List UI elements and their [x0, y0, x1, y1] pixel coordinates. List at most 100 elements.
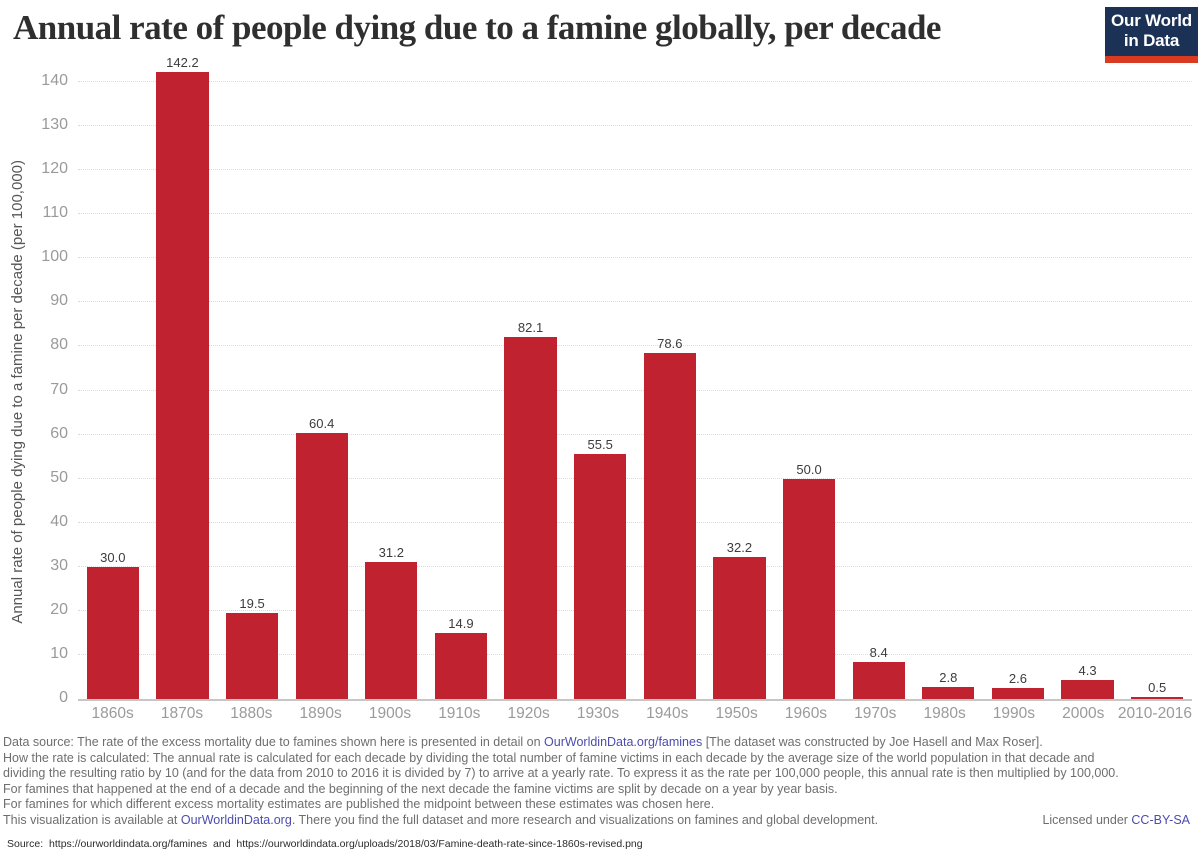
bar-value-1960s: 50.0 — [796, 461, 822, 477]
bar-1860s — [86, 566, 139, 699]
bar-1930s — [574, 454, 627, 699]
bar-2000s — [1061, 680, 1114, 699]
bar-slot-1970s: 8.4 — [844, 60, 914, 699]
bar-1880s — [225, 613, 279, 699]
bar-slot-1880s: 19.5 — [217, 60, 287, 699]
footer-line-4: For famines that happened at the end of … — [3, 781, 838, 796]
x-label-2010-2016: 2010-2016 — [1117, 705, 1193, 722]
gridline-60: 60 — [50, 425, 1192, 442]
bar-1920s — [504, 337, 557, 699]
y-tick-100: 100 — [41, 248, 68, 266]
y-axis-title-column: Annual rate of people dying due to a fam… — [0, 60, 34, 723]
y-tick-90: 90 — [50, 292, 68, 310]
bar-value-1980s: 2.8 — [939, 669, 958, 685]
gridline-120: 120 — [41, 160, 1192, 177]
bar-slot-1870s: 142.2 — [148, 55, 218, 699]
y-tick-0: 0 — [59, 689, 68, 707]
x-label-1870s: 1870s — [160, 705, 204, 722]
footer-line-6-post: . There you find the full dataset and mo… — [291, 812, 879, 827]
y-tick-110: 110 — [42, 204, 68, 222]
owid-logo-line2: in Data — [1123, 31, 1180, 50]
x-label-1960s: 1960s — [784, 705, 828, 722]
gridline-20: 20 — [50, 601, 1192, 618]
bar-value-1920s: 82.1 — [517, 320, 544, 336]
famines-dataset-link[interactable]: OurWorldinData.org/famines — [544, 735, 703, 749]
footer-line-1: Data source: The rate of the excess mort… — [3, 735, 1190, 751]
y-tick-50: 50 — [50, 468, 68, 486]
bar-value-1940s: 78.6 — [657, 335, 683, 351]
bar-slot-2010-2016: 0.5 — [1122, 60, 1192, 699]
bar-slot-1980s: 2.8 — [914, 60, 984, 699]
bar-1900s — [365, 561, 418, 699]
gridline-40: 40 — [50, 513, 1192, 530]
bar-value-1900s: 31.2 — [378, 544, 404, 560]
y-tick-140: 140 — [41, 72, 68, 90]
gridline-140: 140 — [41, 72, 1192, 89]
cc-by-sa-link[interactable]: CC-BY-SA — [1131, 812, 1190, 827]
bar-slot-1860s: 30.0 — [78, 60, 148, 699]
gridline-70: 70 — [50, 381, 1192, 398]
bar-value-1990s: 2.6 — [1008, 670, 1027, 686]
bar-1980s — [922, 686, 975, 699]
bar-slot-1910s: 14.9 — [426, 60, 496, 699]
y-tick-120: 120 — [41, 160, 68, 178]
y-tick-10: 10 — [50, 645, 68, 663]
bar-2010-2016 — [1131, 696, 1184, 699]
owid-logo-line1: Our World — [1111, 11, 1192, 30]
bar-value-2000s: 4.3 — [1078, 663, 1097, 679]
x-label-1970s: 1970s — [854, 705, 897, 722]
footer-line-1-post: [The dataset was constructed by Joe Hase… — [702, 735, 1043, 749]
bar-slot-1890s: 60.4 — [287, 60, 357, 699]
plot-column: 0 10 20 30 40 50 60 70 80 90 100 110 120 130 140 30.0 14… — [34, 55, 1193, 723]
x-label-1900s: 1900s — [368, 705, 412, 722]
bar-1990s — [991, 687, 1045, 699]
bar-1910s — [434, 633, 488, 699]
gridline-30: 30 — [50, 557, 1192, 574]
x-label-2000s: 2000s — [1062, 705, 1105, 722]
license-note: Licensed under CC-BY-SA — [1042, 813, 1190, 829]
y-axis-title: Annual rate of people dying due to a fam… — [8, 159, 26, 624]
bar-1950s — [713, 557, 766, 699]
x-label-1860s: 1860s — [91, 705, 134, 722]
gridline-50: 50 — [50, 469, 1192, 486]
bar-value-1890s: 60.4 — [309, 415, 335, 431]
y-tick-40: 40 — [50, 512, 68, 530]
bar-value-1870s: 142.2 — [166, 55, 199, 71]
footer-line-6: This visualization is available at OurWo… — [3, 813, 1190, 829]
x-label-1990s: 1990s — [992, 705, 1036, 722]
bar-slot-1950s: 32.2 — [705, 60, 775, 699]
bar-slot-1960s: 50.0 — [774, 60, 844, 699]
bar-slot-2000s: 4.3 — [1053, 60, 1123, 699]
footer-visualization-note: This visualization is available at OurWo… — [3, 813, 878, 829]
gridline-80: 80 — [50, 337, 1192, 354]
bar-chart: Annual rate of people dying due to a fam… — [0, 55, 1200, 723]
bar-1960s — [782, 478, 836, 699]
x-label-1950s: 1950s — [715, 705, 758, 722]
y-tick-30: 30 — [50, 556, 68, 574]
y-tick-130: 130 — [41, 116, 68, 134]
x-label-1980s: 1980s — [923, 705, 966, 722]
footer-line-5: For famines for which different excess m… — [3, 797, 715, 811]
bar-value-1950s: 32.2 — [726, 540, 753, 556]
bar-1890s — [295, 432, 348, 699]
gridline-90: 90 — [50, 292, 1192, 309]
owid-logo-stripe — [1105, 56, 1198, 63]
footer-line-3: dividing the resulting ratio by 10 (and … — [3, 766, 1119, 780]
owid-home-link[interactable]: OurWorldinData.org — [180, 812, 292, 827]
bar-1940s — [643, 352, 696, 699]
owid-logo: Our World in Data — [1105, 7, 1198, 63]
bar-value-1970s: 8.4 — [869, 644, 888, 660]
y-tick-70: 70 — [50, 380, 68, 398]
gridline-100: 100 — [41, 248, 1192, 265]
bar-slot-1920s: 82.1 — [496, 60, 566, 699]
x-label-1920s: 1920s — [507, 705, 550, 722]
source-line: Source: https://ourworldindata.org/famin… — [7, 838, 643, 850]
bar-value-1910s: 14.9 — [448, 616, 474, 632]
owid-logo-text: Our World in Data — [1105, 7, 1198, 56]
header: Annual rate of people dying due to a fam… — [0, 0, 1200, 63]
bar-slot-1940s: 78.6 — [635, 60, 705, 699]
footer-line-6-pre: This visualization is available at — [3, 812, 181, 827]
y-tick-20: 20 — [50, 600, 68, 618]
x-label-1890s: 1890s — [299, 705, 342, 722]
bar-value-1930s: 55.5 — [587, 437, 613, 453]
